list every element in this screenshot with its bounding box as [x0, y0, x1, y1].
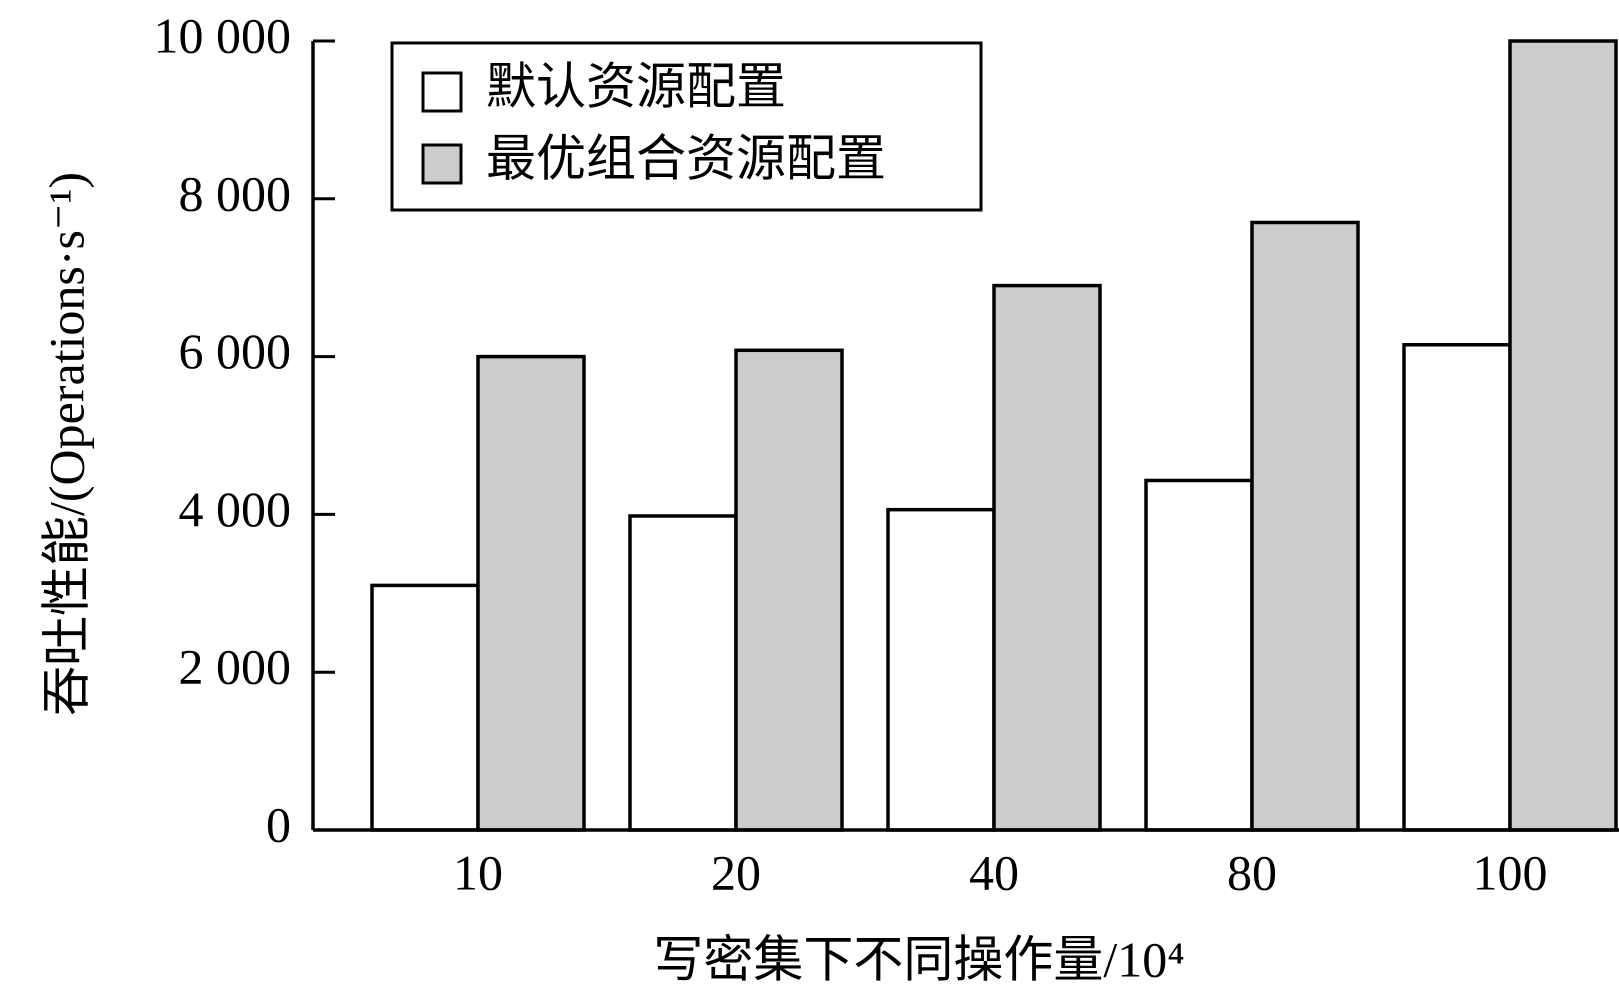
bar — [1144, 478, 1254, 832]
legend-swatch — [421, 143, 463, 185]
legend-label: 最优组合资源配置 — [486, 130, 886, 186]
bar — [370, 583, 480, 832]
legend-box — [390, 41, 983, 212]
y-axis-label: 吞吐性能/(Operations·s⁻¹) — [38, 172, 94, 716]
legend-swatch — [421, 71, 463, 113]
y-tick-label: 10 000 — [154, 7, 292, 63]
x-tick-label: 100 — [1473, 844, 1548, 900]
bar — [1250, 220, 1360, 832]
x-tick-label: 40 — [969, 844, 1019, 900]
y-tick-label: 2 000 — [179, 639, 292, 695]
legend-label: 默认资源配置 — [486, 58, 786, 114]
bar — [628, 514, 738, 832]
y-tick-label: 6 000 — [179, 323, 292, 379]
y-tick-label: 0 — [266, 796, 291, 852]
y-tick-label: 4 000 — [179, 481, 292, 537]
y-tick-label: 8 000 — [179, 165, 292, 221]
x-tick-label: 20 — [711, 844, 761, 900]
x-axis-label: 写密集下不同操作量/10⁴ — [653, 931, 1184, 987]
bar — [1508, 39, 1618, 832]
x-tick-label: 10 — [453, 844, 503, 900]
x-tick-label: 80 — [1227, 844, 1277, 900]
bar — [734, 348, 844, 832]
bar — [992, 283, 1102, 832]
bar — [1402, 343, 1512, 832]
bar — [886, 507, 996, 832]
bar — [476, 354, 586, 832]
